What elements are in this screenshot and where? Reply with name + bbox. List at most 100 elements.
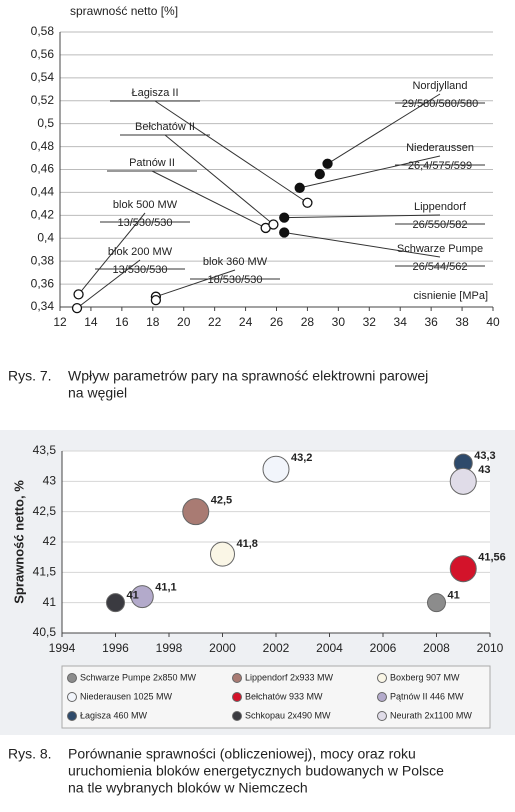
leader-line (155, 269, 236, 298)
y-tick-label: 41 (43, 595, 57, 609)
bubble (130, 585, 154, 609)
x-tick-label: 12 (53, 315, 67, 329)
point (322, 158, 333, 169)
y-tick-label: 42 (43, 534, 57, 548)
caption: na tle wybranych bloków w Niemczech (68, 780, 308, 796)
y-tick-label: 0,46 (31, 162, 55, 176)
legend-swatch (232, 692, 242, 702)
legend-swatch (377, 692, 387, 702)
leader-line (164, 134, 274, 225)
legend-swatch (67, 673, 77, 683)
value-label: 41 (448, 590, 460, 602)
bubble (210, 541, 235, 567)
legend-label: Schwarze Pumpe 2x850 MW (80, 672, 197, 682)
x-tick-label: 1994 (49, 641, 76, 655)
x-tick-label: 24 (239, 315, 253, 329)
x-tick-label: 36 (424, 315, 438, 329)
legend-label: Niederausen 1025 MW (80, 691, 173, 701)
legend-swatch (232, 673, 242, 683)
y-tick-label: 0,44 (31, 185, 55, 199)
legend-swatch (377, 711, 387, 721)
point (71, 302, 83, 314)
annotation: 26/544/562 (412, 261, 467, 273)
leader-line (76, 259, 141, 309)
x-tick-label: 30 (332, 315, 346, 329)
value-label: 43,3 (474, 450, 495, 462)
annotation: Lippendorf (414, 201, 467, 213)
caption: Porównanie sprawności (obliczeniowej), m… (68, 746, 416, 762)
y-tick-label: 43 (43, 474, 57, 488)
y-tick-label: 42,5 (33, 504, 57, 518)
value-label: 41 (127, 590, 139, 602)
annotation: Bełchatów II (135, 121, 195, 133)
y-tick-label: 0,58 (31, 24, 55, 38)
y-tick-label: 41,5 (33, 565, 57, 579)
x-axis-label: cisnienie [MPa] (413, 290, 488, 302)
annotation: 26,4/575/599 (408, 160, 472, 172)
annotation: 29/580/580/580 (402, 98, 478, 110)
legend-box (61, 665, 491, 729)
x-tick-label: 18 (146, 315, 160, 329)
x-tick-label: 28 (301, 315, 315, 329)
value-label: 42,5 (211, 495, 232, 507)
legend-swatch (232, 711, 242, 721)
value-label: 41,1 (155, 582, 176, 594)
y-tick-label: 0,56 (31, 47, 55, 61)
x-tick-label: 1998 (156, 641, 183, 655)
x-tick-label: 14 (84, 315, 98, 329)
x-tick-label: 34 (394, 315, 408, 329)
y-tick-label: 0,5 (37, 116, 54, 130)
x-tick-label: 22 (208, 315, 222, 329)
x-tick-label: 2006 (370, 641, 397, 655)
leader-line (299, 155, 441, 189)
x-tick-label: 16 (115, 315, 129, 329)
x-tick-label: 2010 (477, 641, 504, 655)
x-tick-label: 2000 (209, 641, 236, 655)
point (314, 168, 325, 180)
point (302, 197, 313, 208)
legend-swatch (377, 673, 387, 683)
y-axis-label: sprawność netto [%] (70, 4, 178, 18)
y-tick-label: 0,54 (31, 70, 55, 84)
caption: na węgiel (68, 385, 127, 401)
annotation: blok 360 MW (203, 256, 268, 268)
annotation: Niederaussen (406, 142, 474, 154)
legend-label: Neurath 2x1100 MW (390, 710, 472, 720)
point (294, 182, 305, 193)
value-label: 41,8 (237, 538, 258, 550)
bubble (449, 555, 477, 583)
leader-line (327, 93, 441, 165)
point (268, 219, 279, 230)
caption: Wpływ parametrów pary na sprawność elekt… (68, 368, 428, 384)
bubble (182, 498, 210, 526)
y-tick-label: 0,4 (37, 230, 54, 244)
y-tick-label: 0,38 (31, 253, 55, 267)
legend-swatch (67, 711, 77, 721)
caption-number: Rys. 7. (8, 368, 52, 384)
y-tick-label: 43,5 (33, 443, 57, 457)
y-tick-label: 0,52 (31, 93, 55, 107)
value-label: 43 (478, 464, 490, 476)
annotation: 18/530/530 (207, 274, 262, 286)
point (150, 294, 162, 306)
legend-label: Pątnów II 446 MW (390, 691, 464, 701)
annotation: 13/530/530 (117, 217, 172, 229)
caption-number: Rys. 8. (8, 746, 52, 762)
leader-line (78, 212, 146, 295)
y-tick-label: 0,42 (31, 208, 55, 222)
y-tick-label: 0,34 (31, 299, 55, 313)
legend-label: Lippendorf 2x933 MW (245, 672, 334, 682)
x-tick-label: 2002 (263, 641, 290, 655)
legend-label: Łagisza 460 MW (80, 710, 148, 720)
annotation: Nordjylland (412, 80, 467, 92)
legend-swatch (67, 692, 77, 702)
x-tick-label: 20 (177, 315, 191, 329)
legend-label: Schkopau 2x490 MW (245, 710, 331, 720)
y-tick-label: 40,5 (33, 625, 57, 639)
y-tick-label: 0,36 (31, 276, 55, 290)
leader-line (284, 214, 441, 219)
x-tick-label: 32 (363, 315, 377, 329)
x-tick-label: 40 (486, 315, 500, 329)
bubble (449, 467, 477, 495)
y-tick-label: 0,48 (31, 139, 55, 153)
